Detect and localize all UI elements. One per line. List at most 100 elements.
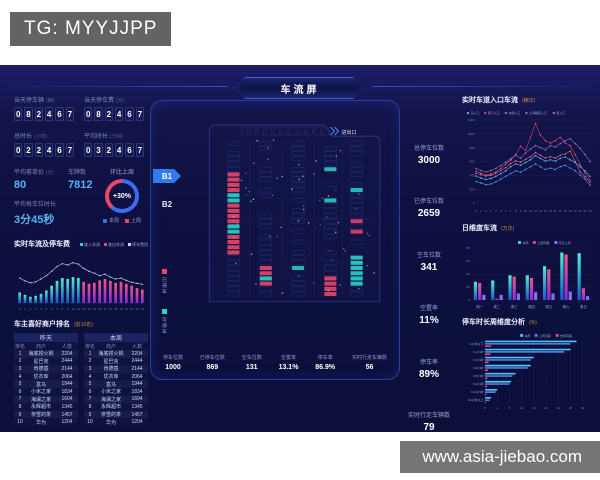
cell: 小米之家 bbox=[100, 389, 121, 396]
table-row: 9 奈雪的茶 1457 bbox=[14, 410, 78, 419]
chart-legend-item[interactable]: 驶出车流 bbox=[104, 242, 124, 248]
building-stat-value: 341 bbox=[420, 261, 438, 273]
table-row: 2 星巴克 2444 bbox=[84, 358, 148, 366]
table-row: 3 肯德基 2144 bbox=[84, 365, 148, 373]
svg-text:0: 0 bbox=[468, 298, 470, 302]
svg-text:1: 1 bbox=[24, 307, 26, 311]
ranking-tables: 昨天 排名 商户 人数 1 海底捞火锅 2204 2 星巴克 2444 3 肯德基 2144 4 优衣库 20… bbox=[14, 333, 148, 426]
chart-legend-item[interactable]: 驶入车流 bbox=[80, 242, 100, 248]
map-stat-value: 131 bbox=[245, 364, 258, 371]
svg-text:40: 40 bbox=[466, 272, 470, 276]
svg-text:环比上周: 环比上周 bbox=[559, 240, 571, 245]
ranking-table-header: 排名 商户 人数 bbox=[84, 342, 148, 350]
ranking-table: 本周 排名 商户 人数 1 海底捞火锅 2204 2 星巴克 2444 3 肯德基 2144 4 优衣库 20… bbox=[84, 333, 148, 426]
cell: 星巴克 bbox=[103, 358, 119, 365]
floor-switcher: B1 B2 bbox=[153, 169, 181, 211]
svg-text:周二: 周二 bbox=[494, 304, 501, 309]
kpi-avg-price-unit: (元) bbox=[45, 170, 55, 176]
map-legend-item[interactable]: 已停车 bbox=[161, 269, 168, 295]
flip-digit: 6 bbox=[55, 143, 64, 157]
header-cell: 人数 bbox=[131, 343, 142, 350]
ranking-table-name: 本周 bbox=[84, 333, 148, 342]
legend-label: 本周 bbox=[108, 218, 119, 224]
svg-text:南门入口: 南门入口 bbox=[488, 110, 500, 115]
entrance-chart-unit: (辆次) bbox=[521, 98, 536, 104]
ranking-title: 车主喜好商户排名 bbox=[14, 321, 70, 328]
legend-label: 驶出车流 bbox=[108, 241, 124, 247]
table-row: 9 奈雪的茶 1457 bbox=[84, 410, 148, 419]
table-row: 5 盒马 1944 bbox=[14, 380, 78, 388]
floor-button-b1[interactable]: B1 bbox=[153, 169, 181, 183]
cell: 优衣库 bbox=[103, 374, 119, 381]
cell: 1834 bbox=[131, 388, 143, 395]
building-stat: 总停车位数 3000 bbox=[400, 143, 458, 166]
cell: 10 bbox=[17, 419, 23, 426]
svg-text:14: 14 bbox=[93, 307, 96, 311]
cell: 华为 bbox=[105, 419, 116, 426]
flip-digit: 2 bbox=[34, 107, 43, 121]
map-stat: 空车位数 131 bbox=[242, 354, 262, 371]
svg-text:3-4小时: 3-4小时 bbox=[473, 365, 484, 370]
cell: 1457 bbox=[61, 411, 73, 418]
cell: 9 bbox=[18, 411, 22, 418]
daily-chart-unit: (万次) bbox=[500, 226, 515, 232]
cell: 2204 bbox=[61, 350, 73, 357]
map-stat-label: 空置率 bbox=[281, 355, 297, 361]
table-row: 6 小米之家 1834 bbox=[14, 388, 78, 396]
building-stat-value: 3000 bbox=[417, 155, 441, 166]
svg-text:21: 21 bbox=[579, 209, 582, 213]
svg-text:4-5小时: 4-5小时 bbox=[473, 373, 484, 378]
svg-text:1200: 1200 bbox=[468, 118, 475, 122]
cell: 1204 bbox=[61, 419, 73, 426]
realtime-flow-chart: 0 1 2 3 4 5 6 7 8 9 10 11 12 13 14 15 16 17 18 19 20 21 22 23 bbox=[14, 251, 148, 313]
legend-swatch bbox=[104, 243, 107, 246]
table-row: 2 星巴克 2444 bbox=[14, 358, 78, 366]
chart-legend-item[interactable]: 停车费用 bbox=[128, 242, 148, 248]
gauge-legend-item[interactable]: 上周 bbox=[125, 217, 141, 224]
cell: 星巴克 bbox=[33, 358, 49, 365]
map-stat-value: 86.9% bbox=[315, 364, 336, 371]
flip-digit: 4 bbox=[44, 143, 54, 157]
header-cell: 排名 bbox=[84, 343, 95, 350]
table-row: 1 海底捞火锅 2204 bbox=[14, 350, 78, 358]
floor-button-b2[interactable]: B2 bbox=[161, 199, 173, 209]
map-legend: 已停车 可停车 bbox=[161, 269, 168, 335]
svg-text:10: 10 bbox=[524, 209, 527, 213]
cell: 3 bbox=[18, 365, 22, 372]
flip-digit: 2 bbox=[24, 143, 33, 157]
svg-text:17: 17 bbox=[109, 307, 112, 311]
flip-digit: 6 bbox=[125, 143, 134, 157]
svg-text:13: 13 bbox=[539, 209, 542, 213]
cell: 2064 bbox=[61, 373, 73, 380]
map-stat-label: 空车位数 bbox=[241, 355, 262, 361]
wow-gauge: 环比上周 +30% 本周 上周 bbox=[96, 167, 148, 227]
svg-text:32: 32 bbox=[581, 406, 585, 410]
daily-flow-chart: 本周 上周同期 环比上周 0 20 40 60 80 周一 周二 周三 周四 周五 周六 周日 bbox=[462, 237, 594, 311]
counter-label: 当天停车辆 (辆) bbox=[14, 98, 55, 104]
cell: 永辉超市 bbox=[100, 404, 121, 411]
cell: 1 bbox=[18, 350, 22, 357]
svg-text:上周同期: 上周同期 bbox=[539, 333, 551, 338]
svg-text:14: 14 bbox=[544, 209, 547, 213]
map-legend-item[interactable]: 可停车 bbox=[161, 309, 168, 335]
right-column: 实时车道入口车流 (辆次) 东入口 南门入口 北侧入口 上海路西入口 西入口 0 200 40… bbox=[462, 93, 594, 413]
building-stat-label: 已停车位数 bbox=[413, 199, 444, 206]
building-stat-label: 空车位数 bbox=[416, 252, 441, 259]
cell: 4 bbox=[88, 373, 92, 380]
flip-digit: 0 bbox=[84, 107, 93, 121]
svg-text:3: 3 bbox=[35, 307, 37, 311]
gauge-legend-item[interactable]: 本周 bbox=[102, 217, 119, 224]
cell: 肯德基 bbox=[33, 366, 49, 373]
building-stat: 空车位数 341 bbox=[400, 250, 458, 273]
table-row: 4 优衣库 2064 bbox=[14, 373, 78, 381]
svg-text:12: 12 bbox=[82, 307, 85, 311]
gauge-label: 环比上周 bbox=[109, 170, 134, 176]
cell: 1 bbox=[88, 350, 92, 357]
cell: 8 bbox=[88, 403, 92, 410]
cell: 1204 bbox=[131, 419, 143, 426]
flip-digit: 2 bbox=[104, 143, 113, 157]
building-stat-value: 11% bbox=[419, 315, 439, 327]
cell: 9 bbox=[88, 411, 92, 418]
